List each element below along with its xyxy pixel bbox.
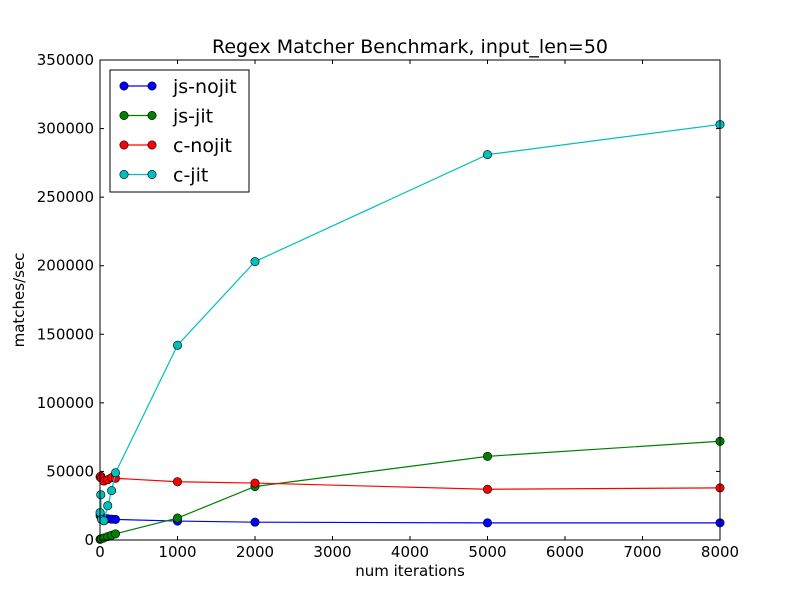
legend-marker <box>147 140 157 150</box>
series-line <box>99 475 721 490</box>
legend-label: js-jit <box>172 106 213 128</box>
legend-marker <box>119 140 129 150</box>
legend-label: c-jit <box>173 165 208 187</box>
data-point <box>103 501 113 511</box>
data-point <box>111 514 121 524</box>
legend-marker <box>119 81 129 91</box>
x-tick-label: 8000 <box>701 543 739 561</box>
data-point <box>482 484 492 494</box>
legend-marker <box>119 170 129 180</box>
y-tick-label: 200000 <box>37 257 94 275</box>
x-tick-label: 2000 <box>236 543 274 561</box>
y-tick-label: 300000 <box>37 120 94 138</box>
data-point <box>173 477 183 487</box>
data-point <box>111 468 121 478</box>
data-point <box>173 513 183 523</box>
y-tick-label: 150000 <box>37 325 94 343</box>
legend-item: js-nojit <box>119 76 237 98</box>
y-tick-label: 100000 <box>37 394 94 412</box>
series-c-nojit <box>95 471 725 494</box>
data-point <box>173 340 183 350</box>
legend-box <box>109 69 250 193</box>
x-tick-label: 7000 <box>623 543 661 561</box>
x-axis-label: num iterations <box>355 562 465 580</box>
x-tick-label: 1000 <box>158 543 196 561</box>
data-point <box>107 486 117 496</box>
data-point <box>250 478 260 488</box>
y-tick-label: 0 <box>84 531 94 549</box>
legend-item: js-jit <box>119 106 213 128</box>
legend-label: js-nojit <box>172 76 237 98</box>
legend: js-nojit js-jit c-nojit c-jit <box>109 69 250 193</box>
y-axis-label: matches/sec <box>10 253 28 348</box>
legend-label: c-nojit <box>173 135 232 157</box>
axis-ticks: 0 1000 2000 3000 4000 5000 6000 7000 8000 0 50000 1… <box>37 51 739 561</box>
legend-marker <box>119 111 129 121</box>
data-point <box>250 257 260 267</box>
legend-marker <box>147 170 157 180</box>
data-point <box>482 518 492 528</box>
series-line <box>99 440 721 540</box>
x-tick-label: 6000 <box>546 543 584 561</box>
legend-marker <box>147 81 157 91</box>
data-point <box>96 490 106 500</box>
data-point <box>482 150 492 160</box>
data-point <box>111 529 121 539</box>
chart-title: Regex Matcher Benchmark, input_len=50 <box>212 36 608 58</box>
legend-item: c-nojit <box>119 135 232 157</box>
y-tick-label: 350000 <box>37 51 94 69</box>
series-js-jit <box>95 436 725 544</box>
series-line <box>99 515 720 524</box>
y-tick-label: 250000 <box>37 188 94 206</box>
x-tick-label: 5000 <box>468 543 506 561</box>
y-tick-label: 50000 <box>46 462 94 480</box>
data-point <box>250 517 260 527</box>
data-point <box>99 516 109 526</box>
legend-marker <box>147 111 157 121</box>
data-point <box>482 451 492 461</box>
legend-item: c-jit <box>119 165 208 187</box>
x-tick-label: 4000 <box>391 543 429 561</box>
x-tick-label: 3000 <box>313 543 351 561</box>
x-tick-label: 0 <box>95 543 105 561</box>
